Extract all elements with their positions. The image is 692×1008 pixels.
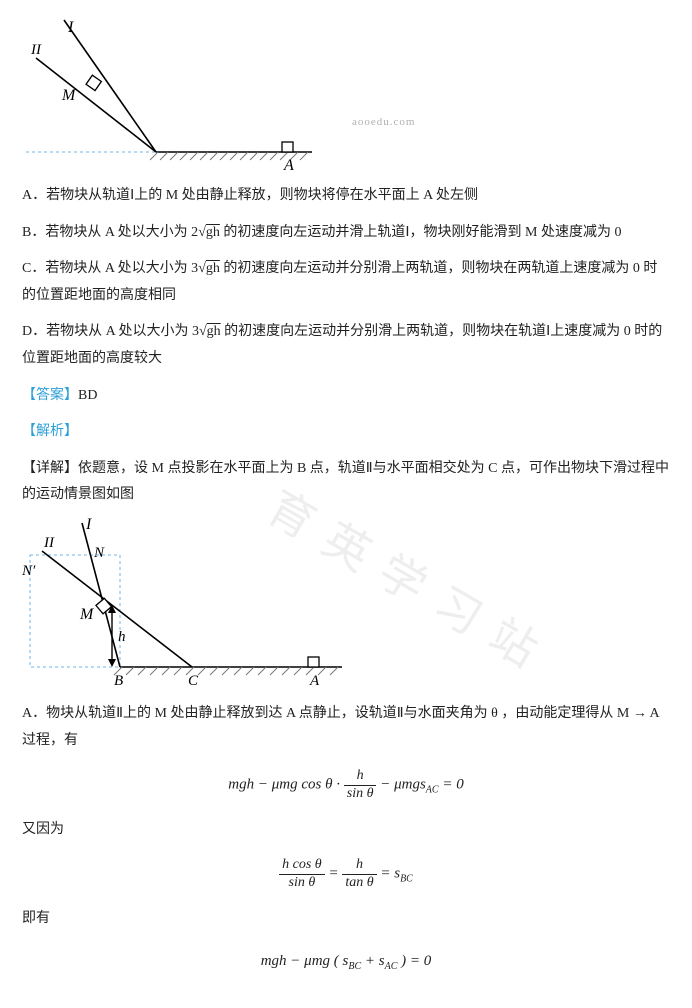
explain-A: A．物块从轨道Ⅱ上的 M 处由静止释放到达 A 点静止，设轨道Ⅱ与水面夹角为 θ…	[22, 701, 670, 754]
option-D-pre: D．若物块从 A 处以大小为 3	[22, 324, 199, 339]
answer-label: 【答案】	[22, 388, 78, 403]
sqrt-icon: √gh	[198, 261, 220, 276]
option-C: C．若物块从 A 处以大小为 3√gh 的初速度向左运动并分别滑上两轨道，则物块…	[22, 256, 670, 309]
option-B: B．若物块从 A 处以大小为 2√gh 的初速度向左运动并滑上轨道Ⅰ，物块刚好能…	[22, 220, 670, 247]
figure-1: I II M A	[22, 18, 332, 173]
url-watermark: aooedu.com	[352, 112, 415, 133]
text-ie: 即有	[22, 906, 670, 933]
equation-1: mgh − μmg cos θ · hsin θ − μmgsAC = 0	[22, 768, 670, 803]
option-D: D．若物块从 A 处以大小为 3√gh 的初速度向左运动并分别滑上两轨道，则物块…	[22, 319, 670, 372]
svg-text:M: M	[79, 606, 95, 623]
sqrt-icon: √gh	[199, 324, 221, 339]
fig1-label-M: M	[61, 87, 77, 104]
answer-value: BD	[78, 388, 97, 403]
fig1-label-I: I	[67, 19, 74, 36]
fig1-label-II: II	[30, 42, 42, 58]
fig1-label-A: A	[283, 157, 294, 173]
text-also: 又因为	[22, 817, 670, 844]
equation-3: mgh − μmg ( sBC + sAC ) = 0	[22, 947, 670, 976]
answer-line: 【答案】BD	[22, 383, 670, 410]
svg-text:A: A	[309, 673, 320, 689]
figure-2: I II N N′ M h B C A	[22, 515, 352, 695]
detail-intro: 【详解】依题意，设 M 点投影在水平面上为 B 点，轨道Ⅱ与水平面相交处为 C …	[22, 456, 670, 509]
option-B-post: 的初速度向左运动并滑上轨道Ⅰ，物块刚好能滑到 M 处速度减为 0	[220, 225, 622, 240]
svg-text:C: C	[188, 673, 199, 689]
option-B-pre: B．若物块从 A 处以大小为 2	[22, 225, 198, 240]
analysis-label: 【解析】	[22, 419, 670, 446]
equation-2: h cos θsin θ = htan θ = sBC	[22, 857, 670, 892]
option-A: A．若物块从轨道Ⅰ上的 M 处由静止释放，则物块将停在水平面上 A 处左侧	[22, 183, 670, 210]
svg-text:B: B	[114, 673, 123, 689]
svg-text:I: I	[85, 516, 92, 533]
svg-text:II: II	[43, 535, 55, 551]
option-C-pre: C．若物块从 A 处以大小为 3	[22, 261, 198, 276]
sqrt-icon: √gh	[198, 225, 220, 240]
svg-text:h: h	[118, 629, 126, 645]
svg-text:N: N	[93, 545, 105, 561]
svg-text:N′: N′	[22, 563, 36, 579]
